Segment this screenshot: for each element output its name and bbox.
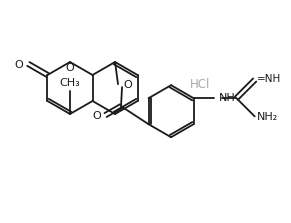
Text: NH: NH xyxy=(218,93,235,103)
Text: CH₃: CH₃ xyxy=(60,78,80,88)
Text: =NH: =NH xyxy=(257,74,281,84)
Text: O: O xyxy=(15,60,23,70)
Text: O: O xyxy=(123,80,132,90)
Text: O: O xyxy=(93,111,102,121)
Text: HCl: HCl xyxy=(190,78,210,91)
Text: O: O xyxy=(66,63,74,73)
Text: NH₂: NH₂ xyxy=(257,112,278,122)
